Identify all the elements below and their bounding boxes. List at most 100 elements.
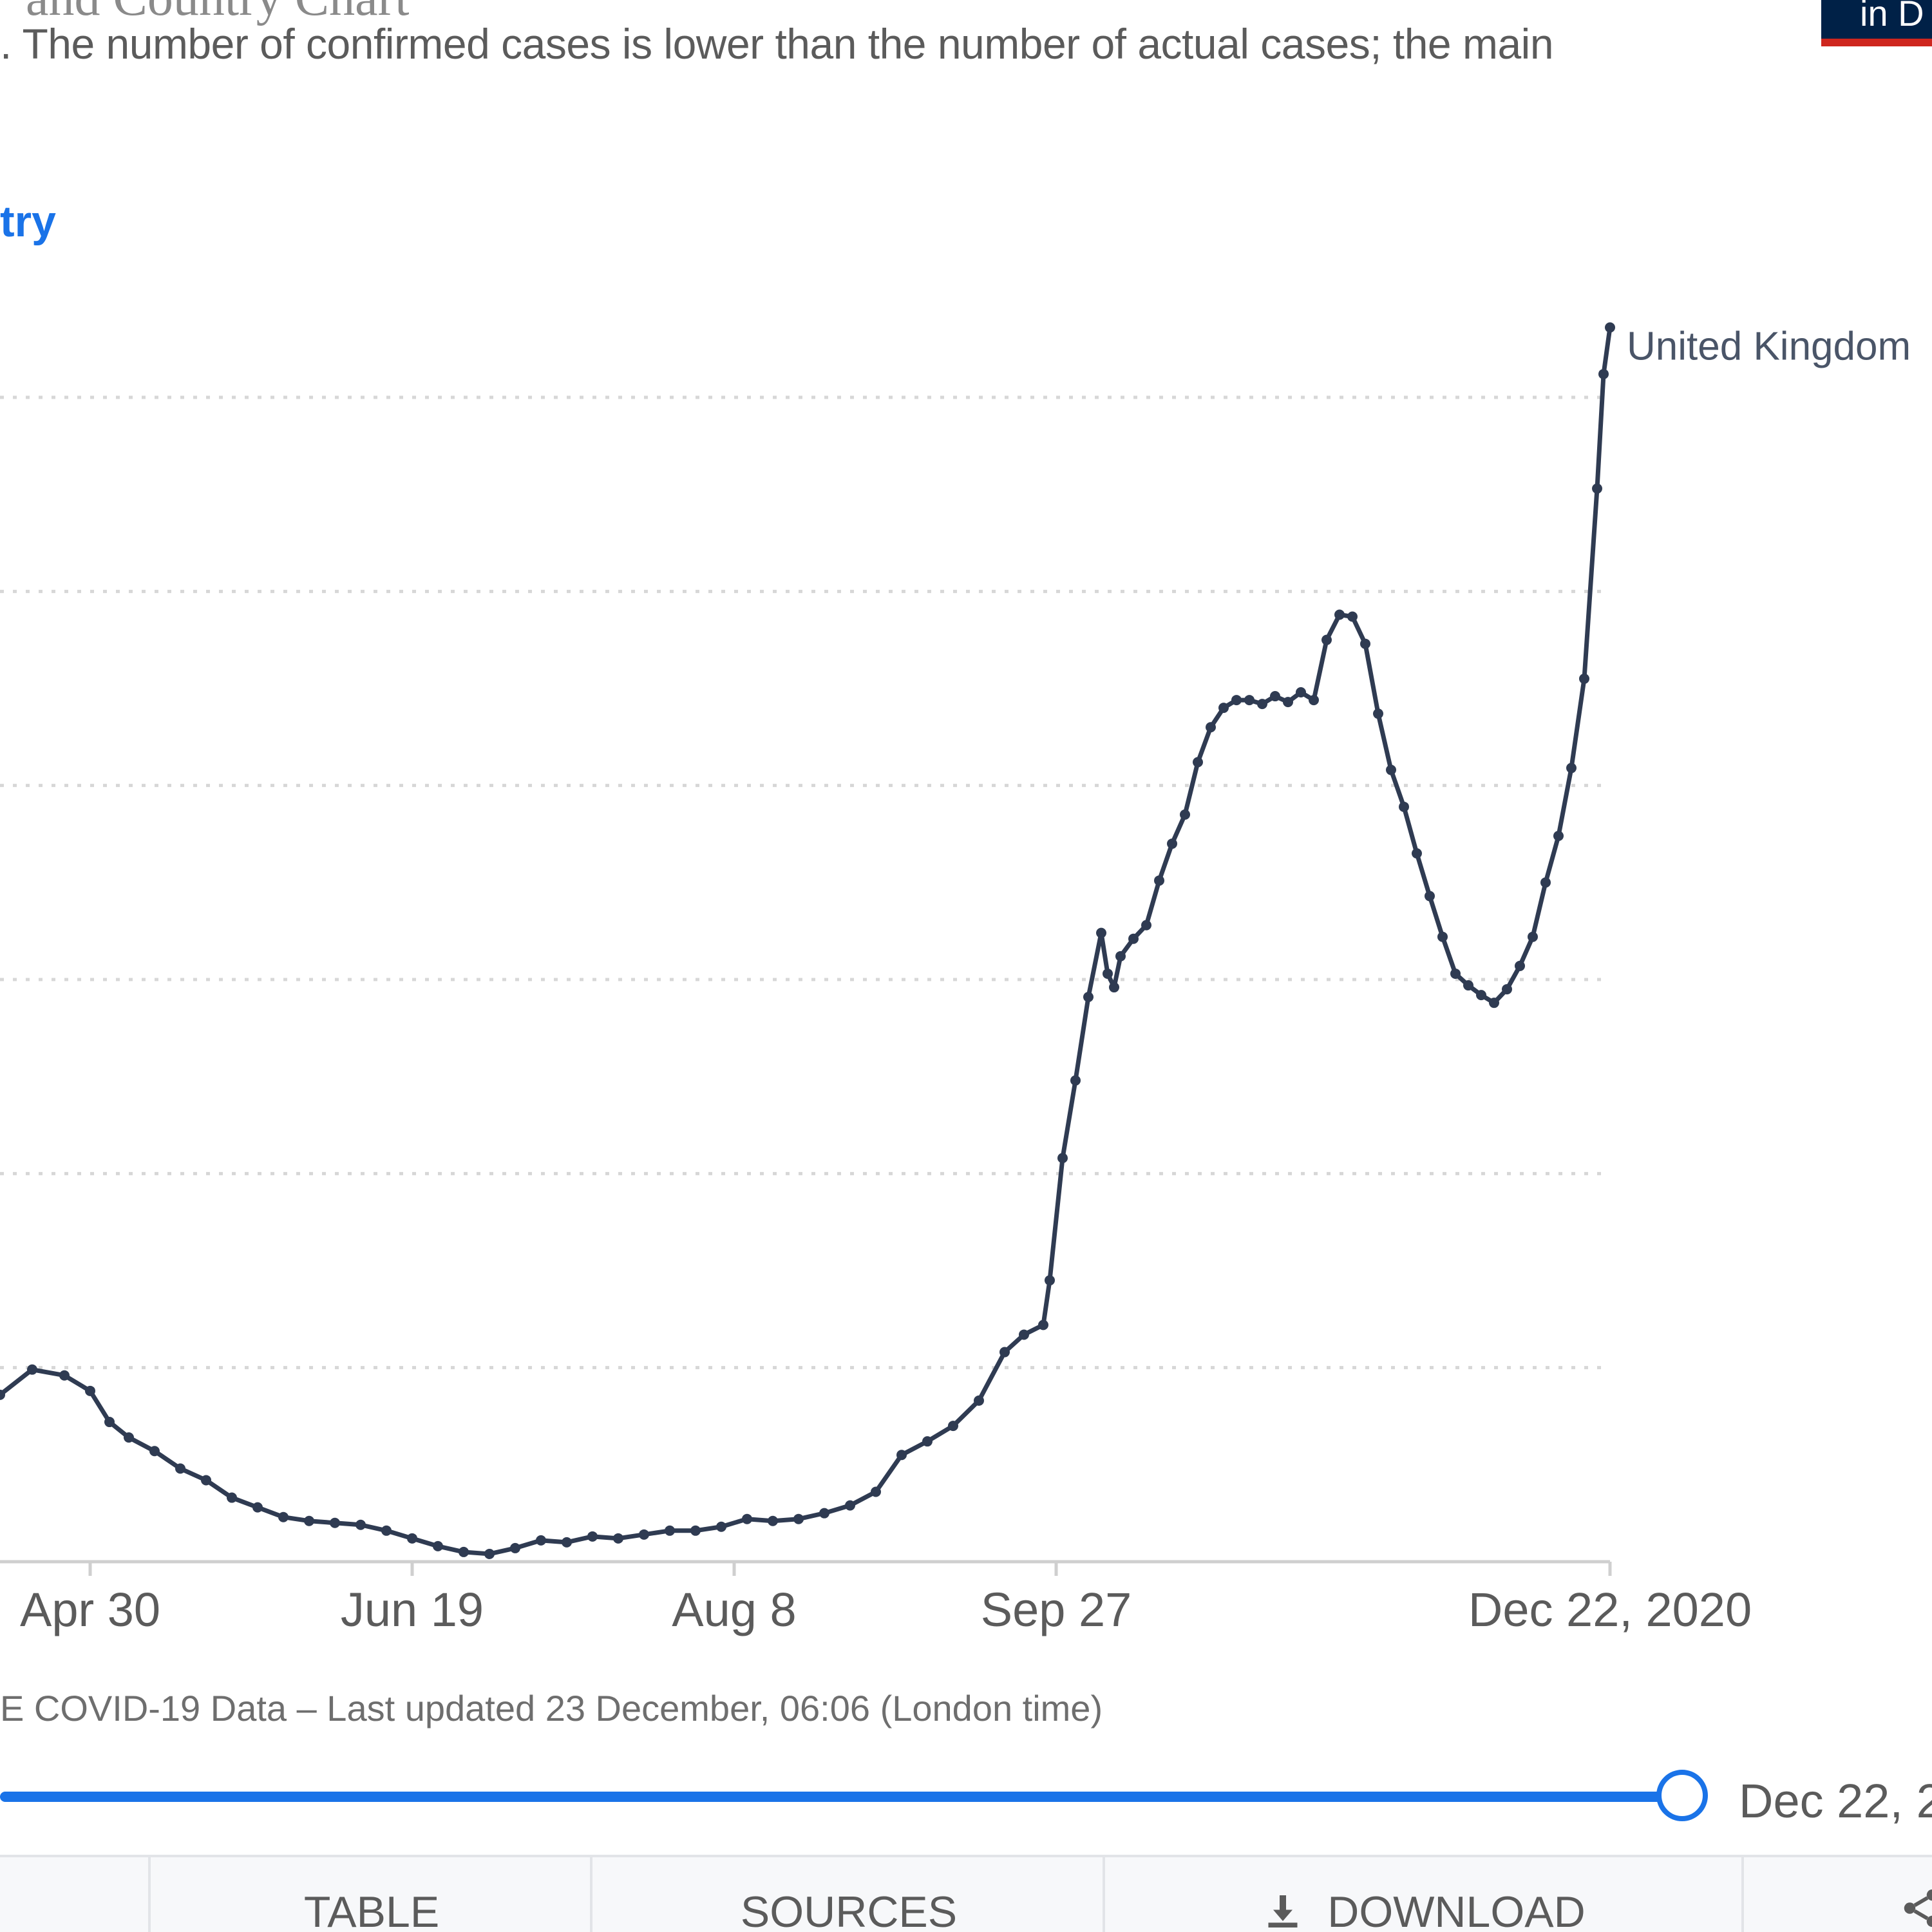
data-point-10 xyxy=(227,1492,237,1503)
series-end-label: United Kingdom xyxy=(1627,325,1911,369)
data-point-53 xyxy=(1154,875,1164,886)
timeline-slider[interactable]: Dec 22, 2020 xyxy=(0,1770,1932,1828)
data-point-85 xyxy=(1566,762,1577,773)
data-point-57 xyxy=(1206,722,1216,733)
data-point-14 xyxy=(330,1517,340,1528)
data-point-76 xyxy=(1450,968,1461,979)
x-tick-label-2: Jun 19 xyxy=(341,1583,484,1636)
data-point-43 xyxy=(1045,1275,1055,1286)
tab-table[interactable]: TABLE xyxy=(148,1857,592,1932)
series-line-united-kingdom xyxy=(0,325,1613,1557)
data-point-21 xyxy=(510,1542,520,1553)
tab-download-label: DOWNLOAD xyxy=(1327,1888,1586,1932)
data-point-58 xyxy=(1218,703,1229,714)
data-point-25 xyxy=(613,1533,623,1544)
data-point-50 xyxy=(1115,951,1126,961)
x-tick-label-1: Apr 30 xyxy=(20,1583,160,1636)
data-point-64 xyxy=(1296,687,1306,698)
data-point-60 xyxy=(1244,695,1255,706)
data-point-23 xyxy=(562,1537,572,1548)
data-point-34 xyxy=(845,1500,855,1511)
data-point-87 xyxy=(1592,483,1602,494)
data-point-6 xyxy=(124,1432,134,1443)
data-point-74 xyxy=(1425,891,1435,902)
data-point-49 xyxy=(1109,982,1119,993)
x-tick-label-3: Aug 8 xyxy=(672,1583,796,1636)
tab-share[interactable] xyxy=(1741,1857,1932,1932)
data-point-36 xyxy=(896,1450,907,1461)
data-point-20 xyxy=(484,1548,495,1559)
x-tick-label-4: Sep 27 xyxy=(981,1583,1132,1636)
data-point-5 xyxy=(104,1417,115,1428)
data-point-47 xyxy=(1096,927,1106,938)
data-point-78 xyxy=(1476,990,1486,1001)
timeline-date: Dec 22, 2020 xyxy=(1739,1774,1932,1828)
share-icon xyxy=(1899,1888,1932,1932)
change-country-link[interactable]: try xyxy=(0,197,56,246)
tab-download[interactable]: DOWNLOAD xyxy=(1103,1857,1744,1932)
data-point-45 xyxy=(1070,1075,1081,1086)
data-point-63 xyxy=(1283,697,1293,708)
data-point-11 xyxy=(252,1502,263,1513)
x-tick-label-5: Dec 22, 2020 xyxy=(1468,1583,1752,1636)
data-point-89 xyxy=(1605,322,1615,333)
data-point-59 xyxy=(1231,695,1242,706)
data-point-67 xyxy=(1334,609,1345,620)
data-point-15 xyxy=(355,1519,366,1530)
data-point-19 xyxy=(459,1546,469,1557)
data-point-71 xyxy=(1386,764,1396,775)
data-point-40 xyxy=(999,1347,1010,1358)
data-point-55 xyxy=(1180,809,1190,820)
owid-logo[interactable]: in D xyxy=(1821,0,1932,46)
tab-sources-label: SOURCES xyxy=(740,1888,958,1932)
data-point-9 xyxy=(201,1475,211,1486)
data-point-81 xyxy=(1515,960,1525,971)
data-point-88 xyxy=(1598,368,1609,379)
download-icon xyxy=(1264,1858,1302,1932)
data-point-39 xyxy=(974,1395,984,1406)
data-point-2 xyxy=(27,1364,37,1375)
timeline-track[interactable] xyxy=(0,1792,1682,1802)
data-point-1 xyxy=(0,1389,5,1400)
bottom-tab-bar: TABLE SOURCES DOWNLOAD xyxy=(0,1855,1932,1932)
data-point-26 xyxy=(639,1529,649,1540)
timeline-handle[interactable] xyxy=(1656,1770,1708,1821)
data-point-54 xyxy=(1167,838,1177,849)
data-point-82 xyxy=(1528,931,1538,942)
data-point-80 xyxy=(1502,984,1512,995)
tab-chart[interactable] xyxy=(0,1857,151,1932)
chart-subtitle: . The number of confirmed cases is lower… xyxy=(0,20,1554,68)
data-point-28 xyxy=(690,1525,701,1536)
data-point-83 xyxy=(1540,877,1551,888)
source-note: E COVID-19 Data – Last updated 23 Decemb… xyxy=(0,1688,1103,1728)
data-point-35 xyxy=(871,1486,881,1497)
data-point-70 xyxy=(1373,708,1383,719)
data-point-17 xyxy=(407,1533,417,1544)
data-point-84 xyxy=(1553,831,1564,842)
tab-sources[interactable]: SOURCES xyxy=(590,1857,1105,1932)
data-point-44 xyxy=(1057,1153,1068,1164)
data-point-12 xyxy=(278,1511,289,1522)
data-point-56 xyxy=(1193,757,1203,768)
data-point-66 xyxy=(1321,634,1332,645)
data-point-24 xyxy=(587,1531,598,1542)
data-point-18 xyxy=(433,1540,443,1551)
data-point-69 xyxy=(1360,638,1370,649)
data-point-46 xyxy=(1083,992,1094,1003)
data-point-75 xyxy=(1437,931,1448,942)
data-point-38 xyxy=(948,1421,958,1432)
data-point-68 xyxy=(1347,611,1358,622)
data-point-22 xyxy=(536,1535,546,1546)
data-point-8 xyxy=(175,1463,185,1474)
data-point-4 xyxy=(85,1385,95,1396)
data-point-13 xyxy=(304,1515,314,1526)
data-point-79 xyxy=(1489,998,1499,1009)
data-point-33 xyxy=(819,1508,829,1519)
data-point-30 xyxy=(742,1513,752,1524)
data-point-3 xyxy=(59,1370,70,1381)
data-point-72 xyxy=(1399,801,1409,812)
data-point-41 xyxy=(1019,1329,1029,1340)
data-point-32 xyxy=(793,1513,804,1524)
data-point-31 xyxy=(768,1515,778,1526)
